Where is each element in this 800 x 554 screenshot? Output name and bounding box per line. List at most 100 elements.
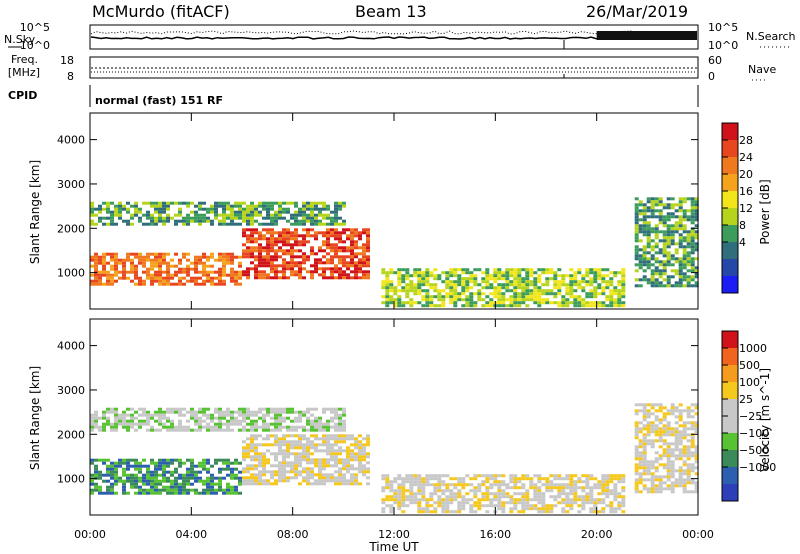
range-cell xyxy=(182,255,186,259)
range-cell xyxy=(613,289,618,293)
range-cell xyxy=(318,467,322,471)
range-cell xyxy=(338,231,342,235)
range-cell xyxy=(445,495,450,499)
range-cell xyxy=(517,477,522,481)
range-cell xyxy=(102,264,106,268)
range-cell xyxy=(250,213,254,217)
range-cell xyxy=(453,486,458,490)
range-cell xyxy=(501,480,506,484)
range-cell xyxy=(401,304,406,308)
range-cell xyxy=(298,234,302,238)
range-cell xyxy=(433,277,438,281)
range-cell xyxy=(694,430,699,434)
range-cell xyxy=(90,204,94,208)
range-cell xyxy=(210,485,214,489)
range-cell xyxy=(346,249,350,253)
range-cell xyxy=(302,252,306,256)
range-cell xyxy=(202,464,206,468)
range-cell xyxy=(662,412,667,416)
range-cell xyxy=(262,452,266,456)
range-cell xyxy=(497,492,502,496)
range-cell xyxy=(501,507,506,511)
range-cell xyxy=(654,200,659,204)
range-cell xyxy=(338,434,342,438)
range-cell xyxy=(634,481,639,485)
range-cell xyxy=(146,476,150,480)
range-cell xyxy=(350,231,354,235)
range-cell xyxy=(601,489,606,493)
range-cell xyxy=(449,286,454,290)
range-cell xyxy=(234,273,238,277)
range-cell xyxy=(162,476,166,480)
range-cell xyxy=(114,222,118,226)
range-cell xyxy=(202,264,206,268)
range-cell xyxy=(581,274,586,278)
range-cell xyxy=(174,470,178,474)
range-cell xyxy=(114,252,118,256)
range-cell xyxy=(694,233,699,237)
range-cell xyxy=(338,237,342,241)
range-cell xyxy=(682,284,687,288)
range-cell xyxy=(449,274,454,278)
range-cell xyxy=(258,410,262,414)
range-cell xyxy=(138,488,142,492)
range-cell xyxy=(662,230,667,234)
range-cell xyxy=(266,261,270,265)
range-cell xyxy=(262,461,266,465)
range-cell xyxy=(521,507,526,511)
range-cell xyxy=(218,467,222,471)
range-cell xyxy=(266,252,270,256)
range-cell xyxy=(146,479,150,483)
range-cell xyxy=(682,212,687,216)
range-cell xyxy=(278,464,282,468)
range-cell xyxy=(678,236,683,240)
range-cell xyxy=(670,460,675,464)
range-cell xyxy=(429,286,434,290)
range-cell xyxy=(226,216,230,220)
range-cell xyxy=(278,255,282,259)
range-cell xyxy=(613,271,618,275)
range-cell xyxy=(493,268,498,272)
range-cell xyxy=(489,501,494,505)
range-cell xyxy=(278,419,282,423)
range-cell xyxy=(214,476,218,480)
range-cell xyxy=(158,264,162,268)
range-cell xyxy=(509,480,514,484)
range-cell xyxy=(274,255,278,259)
range-cell xyxy=(246,237,250,241)
range-cell xyxy=(517,280,522,284)
range-cell xyxy=(393,477,398,481)
range-cell xyxy=(298,461,302,465)
range-cell xyxy=(338,240,342,244)
range-cell xyxy=(298,440,302,444)
range-cell xyxy=(230,210,234,214)
range-cell xyxy=(513,286,518,290)
range-cell xyxy=(322,216,326,220)
range-cell xyxy=(686,284,691,288)
range-cell xyxy=(174,491,178,495)
range-cell xyxy=(433,295,438,299)
colorbar-tick-label: 500 xyxy=(739,359,760,372)
range-cell xyxy=(294,273,298,277)
range-cell xyxy=(106,488,110,492)
range-cell xyxy=(642,263,647,267)
range-cell xyxy=(678,484,683,488)
range-cell xyxy=(134,491,138,495)
range-cell xyxy=(421,295,426,299)
range-cell xyxy=(642,418,647,422)
range-cell xyxy=(122,258,126,262)
range-cell xyxy=(533,492,538,496)
range-cell xyxy=(154,255,158,259)
range-cell xyxy=(154,219,158,223)
range-cell xyxy=(650,239,655,243)
range-cell xyxy=(682,272,687,276)
range-cell xyxy=(517,501,522,505)
range-cell xyxy=(650,466,655,470)
range-cell xyxy=(557,489,562,493)
range-cell xyxy=(238,491,242,495)
range-cell xyxy=(381,271,386,275)
range-cell xyxy=(445,274,450,278)
range-cell xyxy=(182,491,186,495)
range-cell xyxy=(650,424,655,428)
range-cell xyxy=(338,422,342,426)
